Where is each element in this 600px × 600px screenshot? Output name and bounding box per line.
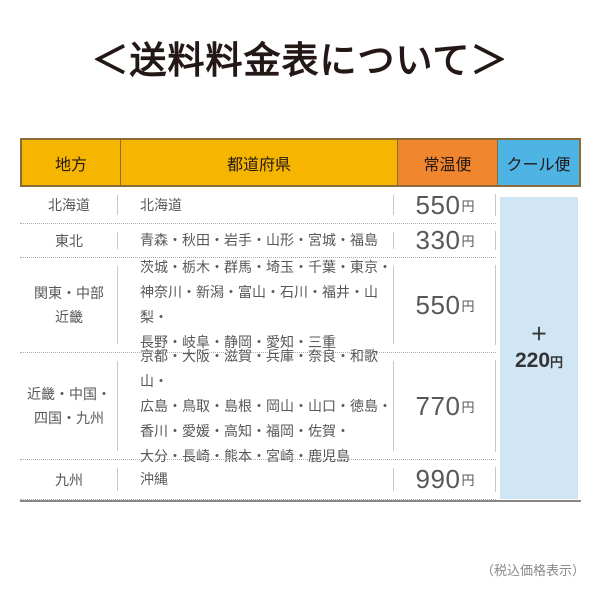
header-cell-prefectures: 都道府県 bbox=[120, 140, 397, 185]
price-unit: 円 bbox=[461, 473, 475, 488]
price-value: 330 bbox=[415, 225, 461, 255]
price-cell: 770 円 bbox=[394, 353, 496, 459]
region-cell: 九州 bbox=[20, 460, 118, 499]
price-unit: 円 bbox=[461, 234, 475, 249]
cool-surcharge-unit: 円 bbox=[550, 354, 564, 370]
price-cell: 550 円 bbox=[394, 258, 496, 352]
plus-sign: ＋ bbox=[530, 324, 548, 344]
price-value: 770 bbox=[415, 390, 461, 421]
region-cell: 東北 bbox=[20, 224, 118, 257]
cool-surcharge-price: 220円 bbox=[515, 350, 563, 371]
tax-included-note: （税込価格表示） bbox=[480, 563, 585, 578]
table-row: 関東・中部 近畿 茨城・栃木・群馬・埼玉・千葉・東京・ 神奈川・新潟・富山・石川… bbox=[20, 258, 581, 353]
shipping-fee-table: 地方 都道府県 常温便 クール便 北海道 北海道 550 円 東北 青森・秋田・… bbox=[20, 138, 581, 502]
price-cell: 990 円 bbox=[394, 460, 496, 499]
region-cell: 近畿・中国・ 四国・九州 bbox=[20, 353, 118, 459]
price-unit: 円 bbox=[461, 399, 475, 415]
price-value: 550 bbox=[415, 189, 461, 220]
prefectures-cell: 北海道 bbox=[118, 187, 394, 223]
price-value: 550 bbox=[415, 289, 461, 320]
header-cell-cool-delivery: クール便 bbox=[497, 140, 579, 185]
price-value: 990 bbox=[415, 464, 461, 494]
region-cell: 関東・中部 近畿 bbox=[20, 258, 118, 352]
table-header-row: 地方 都道府県 常温便 クール便 bbox=[20, 138, 581, 187]
table-row: 東北 青森・秋田・岩手・山形・宮城・福島 330 円 bbox=[20, 224, 581, 258]
region-cell: 北海道 bbox=[20, 187, 118, 223]
price-cell: 330 円 bbox=[394, 224, 496, 257]
price-unit: 円 bbox=[461, 198, 475, 214]
page-title: ＜送料料金表について＞ bbox=[91, 40, 509, 81]
prefectures-cell: 青森・秋田・岩手・山形・宮城・福島 bbox=[118, 224, 394, 257]
prefectures-cell: 京都・大阪・滋賀・兵庫・奈良・和歌山・ 広島・鳥取・島根・岡山・山口・徳島・ 香… bbox=[118, 348, 394, 464]
prefectures-cell: 沖縄 bbox=[118, 460, 394, 499]
price-cell: 550 円 bbox=[394, 187, 496, 223]
table-row: 北海道 北海道 550 円 bbox=[20, 187, 581, 224]
cool-surcharge-value: 220 bbox=[514, 348, 551, 372]
cool-delivery-surcharge-block: ＋ 220円 bbox=[500, 197, 578, 499]
table-row: 九州 沖縄 990 円 bbox=[20, 460, 581, 500]
prefectures-cell: 茨城・栃木・群馬・埼玉・千葉・東京・ 神奈川・新潟・富山・石川・福井・山梨・ 長… bbox=[118, 258, 394, 352]
table-bottom-border bbox=[20, 500, 581, 502]
header-cell-normal-delivery: 常温便 bbox=[397, 140, 497, 185]
table-row: 近畿・中国・ 四国・九州 京都・大阪・滋賀・兵庫・奈良・和歌山・ 広島・鳥取・島… bbox=[20, 348, 581, 464]
header-cell-region: 地方 bbox=[22, 140, 120, 185]
price-unit: 円 bbox=[461, 298, 475, 314]
